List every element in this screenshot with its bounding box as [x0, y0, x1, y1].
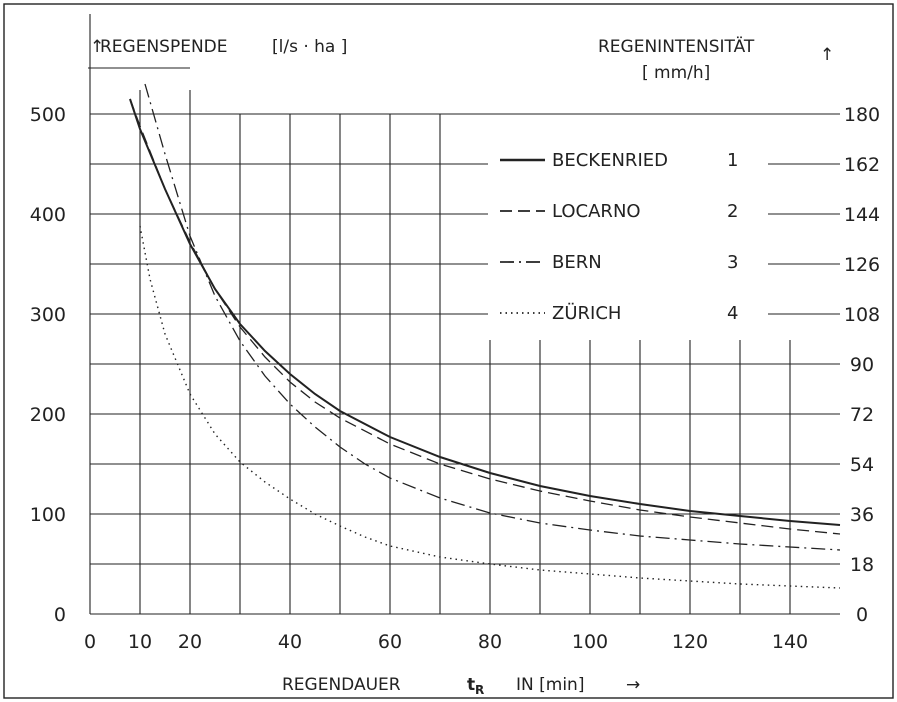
right-axis-unit: [ mm/h] — [642, 63, 710, 83]
y-tick-label: 100 — [30, 504, 66, 526]
x-tick-label: 40 — [278, 631, 302, 653]
y2-tick-label: 162 — [844, 154, 880, 176]
legend-label: BERN — [552, 252, 602, 273]
y2-tick-label: 0 — [856, 604, 868, 626]
y2-tick-label: 90 — [850, 354, 874, 376]
y-tick-label: 300 — [30, 304, 66, 326]
x-axis-title: REGENDAUER — [282, 675, 401, 695]
y-tick-label: 200 — [30, 404, 66, 426]
legend-number: 1 — [727, 150, 738, 171]
x-tick-label: 100 — [572, 631, 608, 653]
legend-background — [488, 140, 768, 338]
series-layer — [129, 83, 841, 589]
tick-labels: 0 10 20 40 60 80 100 120 140 0 100 200 300 400 500 0 18 3… — [30, 104, 880, 653]
x-axis-symbol: t — [467, 675, 475, 695]
x-tick-label: 120 — [672, 631, 708, 653]
left-axis-title: REGENSPENDE — [100, 37, 228, 57]
legend-label: BECKENRIED — [552, 150, 668, 171]
legend-number: 3 — [727, 252, 738, 273]
y2-tick-label: 54 — [850, 454, 874, 476]
series-line-4 — [139, 225, 841, 589]
y-tick-label: 0 — [54, 604, 66, 626]
y-tick-label: 400 — [30, 204, 66, 226]
y2-tick-label: 18 — [850, 554, 874, 576]
x-axis-symbol-sub: R — [475, 683, 484, 697]
y2-tick-label: 108 — [844, 304, 880, 326]
series-line-1 — [129, 98, 841, 526]
legend-label: ZÜRICH — [552, 302, 621, 324]
y2-tick-label: 36 — [850, 504, 874, 526]
right-axis-arrow: ↑ — [820, 45, 834, 65]
series-line-2 — [129, 98, 841, 535]
grid-layer — [89, 14, 840, 615]
x-tick-label: 20 — [178, 631, 202, 653]
x-axis-unit: IN [min] — [516, 675, 584, 695]
figure-frame — [3, 3, 894, 699]
left-axis-unit: [l/s · ha ] — [272, 37, 347, 57]
legend: BECKENRIED 1 LOCARNO 2 BERN 3 ZÜRICH 4 — [488, 140, 840, 338]
series-line-3 — [144, 83, 841, 551]
x-tick-label: 0 — [84, 631, 96, 653]
left-axis-arrow: ↑ — [90, 37, 104, 57]
x-tick-label: 60 — [378, 631, 402, 653]
legend-label: LOCARNO — [552, 201, 641, 222]
y2-tick-label: 72 — [850, 404, 874, 426]
y2-tick-label: 126 — [844, 254, 880, 276]
y2-tick-label: 144 — [844, 204, 880, 226]
x-tick-label: 10 — [128, 631, 152, 653]
x-axis-arrow: → — [626, 675, 640, 695]
right-axis-title: REGENINTENSITÄT — [598, 36, 755, 57]
y-tick-label: 500 — [30, 104, 66, 126]
legend-number: 2 — [727, 201, 738, 222]
legend-number: 4 — [727, 303, 738, 324]
x-tick-label: 80 — [478, 631, 502, 653]
x-tick-label: 140 — [772, 631, 808, 653]
y2-tick-label: 180 — [844, 104, 880, 126]
